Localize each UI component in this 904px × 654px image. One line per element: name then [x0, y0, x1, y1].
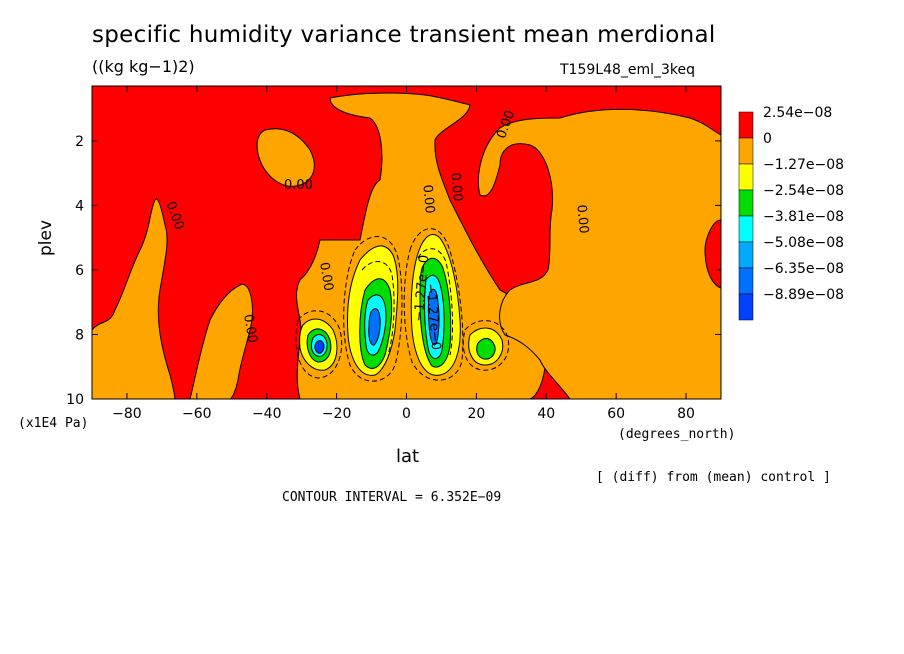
contour-label: −1.27e−0: [412, 254, 433, 322]
y-tick-label: 10: [66, 392, 84, 408]
legend-swatch: [738, 241, 754, 269]
x-tick-label: 0: [402, 406, 411, 422]
y-tick-label: 2: [75, 134, 84, 150]
x-tick-label: 60: [607, 406, 625, 422]
color-legend: 2.54e−08 0 −1.27e−08 −2.54e−08 −3.81e−08 −5.0…: [738, 105, 844, 321]
y-axis-units: (x1E4 Pa): [18, 416, 89, 431]
field-blue-right: [427, 288, 440, 346]
field-blue-left: [368, 308, 381, 346]
contour-interval: CONTOUR INTERVAL = 6.352E−09: [282, 490, 502, 505]
legend-label: −2.54e−08: [763, 183, 844, 199]
legend-swatch: [738, 111, 754, 139]
x-tick-label: −40: [252, 406, 282, 422]
legend-swatch: [738, 189, 754, 217]
chart-title: specific humidity variance transient mea…: [92, 22, 716, 48]
legend-label: −8.89e−08: [763, 287, 844, 303]
x-axis-units: (degrees_north): [618, 427, 736, 442]
legend-swatch: [738, 163, 754, 191]
contour-label: 0.00: [447, 172, 464, 202]
contour-field: 0.00 0.00 0.00 0.00 0.00 0.00 0.00 0.00 …: [92, 86, 721, 399]
x-tick-label: 20: [467, 406, 485, 422]
x-tick-label: 40: [537, 406, 555, 422]
legend-label: −3.81e−08: [763, 209, 844, 225]
contour-label: 0.00: [284, 178, 313, 193]
x-tick-label: −60: [182, 406, 212, 422]
field-orange-nh: [477, 108, 721, 399]
x-tick-label: −80: [112, 406, 142, 422]
y-tick-label: 6: [75, 263, 84, 279]
field-orange-upper: [256, 128, 315, 187]
field-orange-sh: [92, 198, 176, 399]
difference-note: [ (diff) from (mean) control ]: [596, 470, 831, 485]
contour-labels: 0.00 0.00 0.00 0.00 0.00 0.00 0.00 0.00 …: [163, 108, 591, 351]
field-orange-sh2: [189, 283, 253, 399]
legend-label: −1.27e−08: [763, 157, 844, 173]
contour-label: 0.00: [573, 204, 590, 234]
y-tick-label: 4: [75, 198, 84, 214]
y-tick-label: 8: [75, 327, 84, 343]
negative-contours: [295, 228, 510, 382]
contour-label: 0.00: [316, 261, 336, 292]
x-axis: −80 −60 −40 −20 0 20 40 60 80: [112, 86, 695, 422]
x-tick-label: −20: [322, 406, 352, 422]
legend-swatch: [738, 267, 754, 295]
legend-label: −6.35e−08: [763, 261, 844, 277]
contour-label: −1.27e−0: [422, 283, 443, 351]
legend-label: 2.54e−08: [763, 105, 832, 121]
field-green-nh: [476, 338, 496, 360]
x-axis-label: lat: [396, 446, 420, 467]
legend-swatch: [738, 137, 754, 165]
legend-swatch: [738, 215, 754, 243]
chart-units: ((kg kg−1)2): [92, 57, 195, 76]
contour-label: 0.00: [419, 184, 436, 214]
field-blue-sh: [314, 340, 325, 354]
x-tick-label: 80: [677, 406, 695, 422]
legend-label: −5.08e−08: [763, 235, 844, 251]
contour-label: 0.00: [240, 313, 260, 344]
y-axis: 2 4 6 8 10: [66, 134, 721, 408]
legend-label: 0: [763, 131, 772, 147]
legend-swatch: [738, 293, 754, 321]
run-label: T159L48_eml_3keq: [560, 62, 696, 78]
